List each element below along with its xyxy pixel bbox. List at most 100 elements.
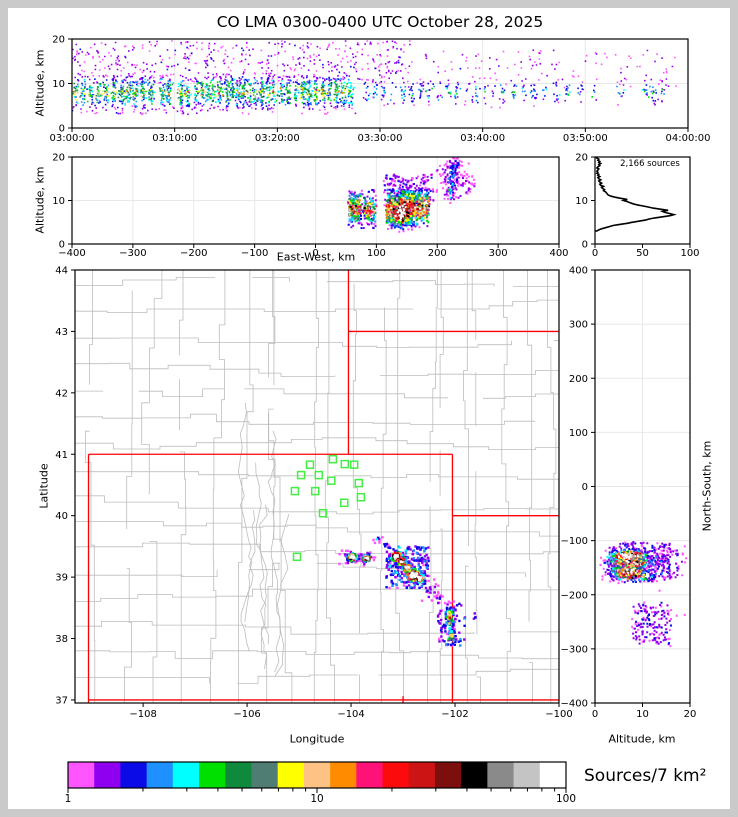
colorbar-segment bbox=[539, 762, 567, 788]
colorbar-segment bbox=[94, 762, 121, 788]
tick-label: 50 bbox=[636, 248, 649, 259]
tick-label: 10 bbox=[575, 196, 588, 207]
lma-station-marker bbox=[292, 552, 302, 562]
lma-station-marker bbox=[305, 460, 315, 469]
tick-label: 03:50:00 bbox=[563, 133, 608, 144]
tick-label: 300 bbox=[569, 320, 588, 331]
tick-label: 200 bbox=[428, 248, 447, 259]
tick-label: 0 bbox=[592, 709, 598, 720]
map-frame bbox=[74, 269, 560, 704]
tick-label: 100 bbox=[680, 248, 699, 259]
tick-label: 400 bbox=[569, 266, 588, 277]
colorbar-segment bbox=[120, 762, 148, 788]
lma-station-marker bbox=[340, 498, 349, 508]
tick-label: 40 bbox=[55, 511, 68, 522]
x-axis-label-ew-panel: East-West, km bbox=[276, 250, 356, 264]
tick-label: 03:30:00 bbox=[358, 133, 403, 144]
colorbar-segment bbox=[330, 762, 357, 788]
tick-label: 04:00:00 bbox=[666, 133, 711, 144]
tick-label: 03:10:00 bbox=[152, 133, 197, 144]
tick-label: −102 bbox=[441, 709, 468, 720]
figure-title: CO LMA 0300-0400 UTC October 28, 2025 bbox=[216, 13, 544, 31]
colorbar-segment bbox=[146, 762, 174, 788]
colorbar-segment bbox=[251, 762, 279, 788]
colorbar-segment bbox=[356, 762, 384, 788]
tick-label: 0 bbox=[312, 248, 318, 259]
colorbar-segment bbox=[487, 762, 515, 788]
tick-label: 10 bbox=[52, 79, 65, 90]
source-count-note: 2,166 sources bbox=[620, 159, 680, 169]
colorbar-segment bbox=[461, 762, 488, 788]
y-axis-label-map: Latitude bbox=[37, 463, 51, 509]
tick-label: −104 bbox=[337, 709, 364, 720]
x-axis-label-ns-panel: Altitude, km bbox=[608, 732, 676, 746]
lma-station-marker bbox=[328, 454, 338, 464]
tick-label: 20 bbox=[52, 35, 65, 46]
tick-label: −200 bbox=[180, 248, 207, 259]
lma-station-marker bbox=[356, 492, 366, 502]
colorbar-segment bbox=[172, 762, 200, 788]
tick-label: 100 bbox=[569, 428, 588, 439]
y-axis-label-ns-panel: North-South, km bbox=[700, 440, 714, 532]
tick-label: 0 bbox=[592, 248, 598, 259]
tick-label: 400 bbox=[549, 248, 568, 259]
tick-label: 41 bbox=[55, 450, 68, 461]
tick-label: 20 bbox=[575, 153, 588, 164]
tick-label: 0 bbox=[59, 240, 65, 251]
lma-station-marker bbox=[314, 470, 324, 480]
tick-label: 300 bbox=[489, 248, 508, 259]
y-axis-label-time-panel: Altitude, km bbox=[33, 49, 47, 117]
tick-label: 42 bbox=[55, 388, 68, 399]
tick-label: 0 bbox=[582, 482, 588, 493]
tick-label: −300 bbox=[119, 248, 146, 259]
tick-label: 44 bbox=[55, 266, 68, 277]
tick-label: 1 bbox=[65, 793, 72, 805]
tick-label: 38 bbox=[55, 634, 68, 645]
tick-label: 0 bbox=[582, 240, 588, 251]
tick-label: 100 bbox=[556, 793, 576, 805]
lma-station-marker bbox=[327, 476, 336, 485]
tick-label: 37 bbox=[55, 695, 68, 706]
tick-label: 39 bbox=[55, 573, 68, 584]
tick-label: 0 bbox=[59, 124, 65, 135]
tick-label: 03:40:00 bbox=[460, 133, 505, 144]
tick-label: 10 bbox=[310, 793, 323, 805]
tick-label: −300 bbox=[561, 644, 588, 655]
colorbar-segment bbox=[434, 762, 462, 788]
tick-label: −200 bbox=[561, 590, 588, 601]
time_height-points bbox=[72, 40, 677, 116]
tick-label: −106 bbox=[233, 709, 260, 720]
colorbar-segment bbox=[68, 762, 95, 788]
colorbar-segment bbox=[408, 762, 436, 788]
colorbar-segment bbox=[382, 762, 410, 788]
tick-label: −100 bbox=[545, 709, 572, 720]
tick-label: 03:20:00 bbox=[255, 133, 300, 144]
lma-station-marker bbox=[296, 470, 306, 480]
tick-label: −100 bbox=[241, 248, 268, 259]
lma-station-marker bbox=[290, 486, 300, 496]
tick-label: 10 bbox=[636, 709, 649, 720]
east_west-points bbox=[347, 157, 476, 233]
tick-label: 43 bbox=[55, 327, 68, 338]
colorbar-segment bbox=[513, 762, 541, 788]
tick-label: 200 bbox=[569, 374, 588, 385]
x-axis-label-map: Longitude bbox=[289, 732, 345, 746]
tick-label: −400 bbox=[58, 248, 85, 259]
lma-station-marker bbox=[318, 508, 328, 518]
lma-station-marker bbox=[349, 460, 359, 469]
lma-station-marker bbox=[354, 478, 364, 488]
tick-label: 100 bbox=[367, 248, 386, 259]
tick-label: 03:00:00 bbox=[50, 133, 95, 144]
tick-label: 20 bbox=[684, 709, 697, 720]
colorbar-segment bbox=[303, 762, 331, 788]
lma-station-marker bbox=[340, 459, 350, 469]
altitude-histogram-line bbox=[595, 157, 677, 232]
map-points bbox=[338, 536, 477, 647]
colorbar-label: Sources/7 km² bbox=[584, 766, 707, 786]
tick-label: −100 bbox=[561, 536, 588, 547]
lma-station-marker bbox=[310, 486, 320, 496]
north_south-points bbox=[599, 541, 688, 648]
tick-label: −108 bbox=[129, 709, 156, 720]
